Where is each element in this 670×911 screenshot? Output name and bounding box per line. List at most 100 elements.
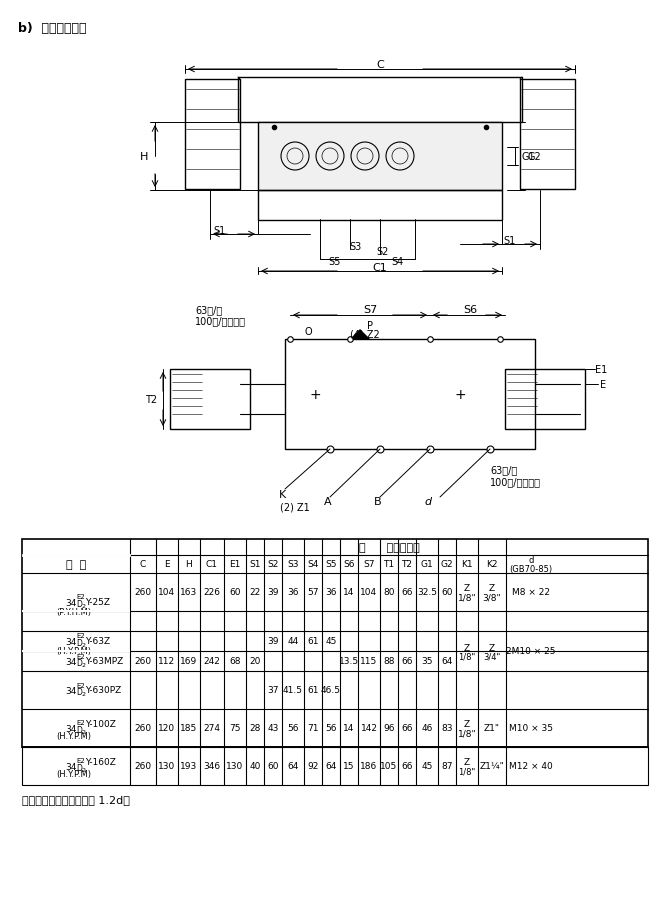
Text: 14: 14 [343, 588, 354, 597]
Text: E2: E2 [76, 632, 84, 639]
Text: O: O [304, 327, 312, 337]
Text: G2: G2 [441, 560, 454, 568]
Text: 34: 34 [65, 725, 76, 733]
Text: S3: S3 [287, 560, 299, 568]
Text: 2: 2 [82, 604, 86, 609]
Text: 66: 66 [401, 657, 413, 666]
Bar [285, 340, 535, 449]
Text: 34: 34 [65, 658, 76, 667]
Text: Z: Z [464, 758, 470, 767]
Text: 346: 346 [204, 762, 220, 771]
Text: S1: S1 [214, 226, 226, 236]
Text: S7: S7 [363, 304, 377, 314]
Text: 39: 39 [267, 637, 279, 646]
Text: Y-25Z: Y-25Z [85, 598, 110, 607]
Text: 64: 64 [326, 762, 337, 771]
Text: 20: 20 [249, 657, 261, 666]
Text: G1: G1 [421, 560, 433, 568]
Text: (H.Y.P.M): (H.Y.P.M) [56, 770, 92, 779]
Text: 142: 142 [360, 723, 377, 732]
Text: S3: S3 [349, 241, 361, 251]
Text: 35: 35 [421, 657, 433, 666]
Bar [22, 747, 648, 785]
Text: S1: S1 [504, 236, 516, 246]
Text: 34: 34 [65, 638, 76, 647]
Text: 39: 39 [267, 588, 279, 597]
Text: S6: S6 [463, 304, 477, 314]
Text: 2M10 × 25: 2M10 × 25 [507, 647, 555, 656]
Text: C: C [376, 60, 384, 70]
Text: E2: E2 [76, 757, 84, 763]
Text: A: A [324, 496, 332, 507]
Text: 260: 260 [135, 588, 151, 597]
Text: +: + [309, 387, 321, 402]
Text: 28: 28 [249, 723, 261, 732]
Text: 115: 115 [360, 657, 378, 666]
Text: G2: G2 [528, 152, 542, 162]
Text: D: D [76, 639, 82, 648]
Text: 66: 66 [401, 588, 413, 597]
Text: Y-160Z: Y-160Z [85, 758, 116, 767]
Text: 100升/分无此孔: 100升/分无此孔 [195, 315, 246, 325]
Text: 2: 2 [82, 768, 86, 773]
Text: (P.Y.H.M): (P.Y.H.M) [56, 608, 92, 617]
Text: 64: 64 [442, 657, 453, 666]
Text: M12 × 40: M12 × 40 [509, 762, 553, 771]
Text: 57: 57 [308, 588, 319, 597]
Text: Y-63MPZ: Y-63MPZ [85, 657, 123, 666]
Text: 56: 56 [325, 723, 337, 732]
Text: 105: 105 [381, 762, 397, 771]
Text: Y-630PZ: Y-630PZ [85, 686, 121, 695]
Text: 260: 260 [135, 657, 151, 666]
Text: 32.5: 32.5 [417, 588, 437, 597]
Text: 92: 92 [308, 762, 319, 771]
Text: K: K [278, 489, 285, 499]
Text: D: D [76, 659, 82, 668]
Text: (GB70-85): (GB70-85) [509, 565, 553, 574]
Text: 14: 14 [343, 723, 354, 732]
Text: S4: S4 [392, 257, 404, 267]
Text: 1/8": 1/8" [458, 651, 476, 660]
Text: E2: E2 [76, 653, 84, 660]
Text: Z1": Z1" [484, 723, 500, 732]
Text: (4) Z2: (4) Z2 [350, 330, 380, 340]
Text: 1/8": 1/8" [458, 729, 476, 738]
Text: 2: 2 [82, 663, 86, 668]
Bar [170, 370, 250, 429]
Text: 226: 226 [204, 588, 220, 597]
Text: 104: 104 [360, 588, 378, 597]
Text: 44: 44 [287, 637, 299, 646]
Text: 2: 2 [82, 643, 86, 648]
Text: 66: 66 [401, 723, 413, 732]
Text: 274: 274 [204, 723, 220, 732]
Text: 3/8": 3/8" [482, 593, 501, 602]
Text: 260: 260 [135, 723, 151, 732]
Text: Z: Z [489, 644, 495, 653]
Text: 34: 34 [65, 599, 76, 608]
Text: 型  号: 型 号 [66, 559, 86, 569]
Text: 120: 120 [158, 723, 176, 732]
Text: M8 × 22: M8 × 22 [512, 588, 550, 597]
Text: 尺      寸（毫米）: 尺 寸（毫米） [358, 542, 419, 552]
Text: C1: C1 [206, 560, 218, 568]
Text: 40: 40 [249, 762, 261, 771]
Text: 80: 80 [383, 588, 395, 597]
Text: d: d [529, 556, 534, 565]
Text: 注：安装螺钉伸出长度约 1.2d。: 注：安装螺钉伸出长度约 1.2d。 [22, 794, 130, 804]
Text: 60: 60 [267, 762, 279, 771]
Text: 45: 45 [326, 637, 337, 646]
Text: (2) Z1: (2) Z1 [280, 503, 310, 512]
Text: 130: 130 [158, 762, 176, 771]
Text: 63升/分: 63升/分 [195, 304, 222, 314]
Text: 71: 71 [308, 723, 319, 732]
Text: 193: 193 [180, 762, 198, 771]
Text: 104: 104 [158, 588, 176, 597]
Text: T1: T1 [383, 560, 395, 568]
Text: 34: 34 [65, 687, 76, 696]
Text: 2: 2 [82, 691, 86, 697]
Text: Z: Z [464, 584, 470, 593]
Bar [520, 80, 575, 189]
Text: Y-100Z: Y-100Z [85, 720, 116, 729]
Text: E1: E1 [595, 364, 607, 374]
Text: 2: 2 [82, 730, 86, 734]
